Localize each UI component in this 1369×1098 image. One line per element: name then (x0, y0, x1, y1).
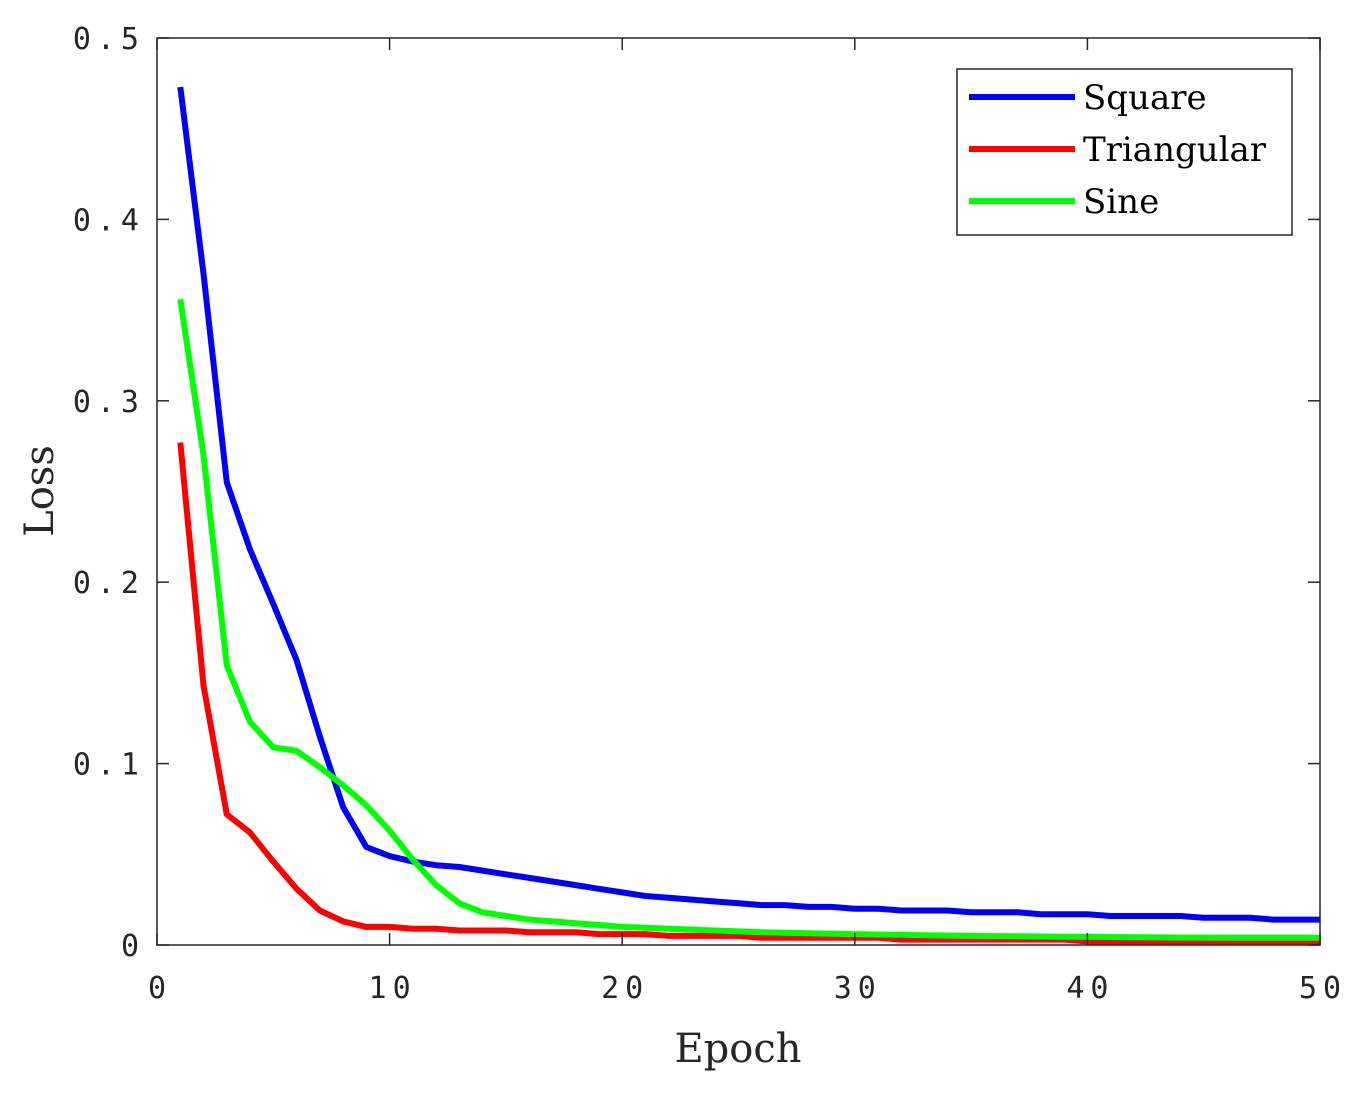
y-tick-label: 0.3 (73, 385, 145, 420)
y-tick-label: 0.4 (73, 203, 145, 238)
x-tick-label: 40 (1066, 971, 1114, 1006)
series-line-sine (177, 298, 1320, 941)
legend: Square Triangular Sine (956, 68, 1293, 236)
legend-label-triangular: Triangular (1083, 130, 1267, 170)
series-layer (177, 86, 1320, 945)
y-tick-label: 0.2 (73, 566, 145, 601)
legend-label-square: Square (1083, 78, 1207, 118)
x-tick-label: 30 (834, 971, 882, 1006)
x-tick-label: 10 (369, 971, 417, 1006)
x-tick-label: 0 (148, 971, 172, 1006)
y-tick-label: 0.5 (73, 22, 145, 57)
x-axis-title: Epoch (674, 1026, 801, 1072)
x-tick-label: 20 (601, 971, 649, 1006)
y-tick-label: 0.1 (73, 748, 145, 783)
legend-label-sine: Sine (1083, 182, 1159, 222)
x-tick-label: 50 (1299, 971, 1347, 1006)
y-axis-title: Loss (17, 445, 63, 537)
series-line-square (177, 86, 1320, 923)
series-line-triangular (177, 442, 1320, 945)
y-tick-label: 0 (121, 929, 145, 964)
plot-frame (156, 37, 1321, 946)
tick-layer: 0 10 20 30 40 50 0 0.1 0.2 0.3 0.4 0.5 (73, 22, 1347, 1006)
